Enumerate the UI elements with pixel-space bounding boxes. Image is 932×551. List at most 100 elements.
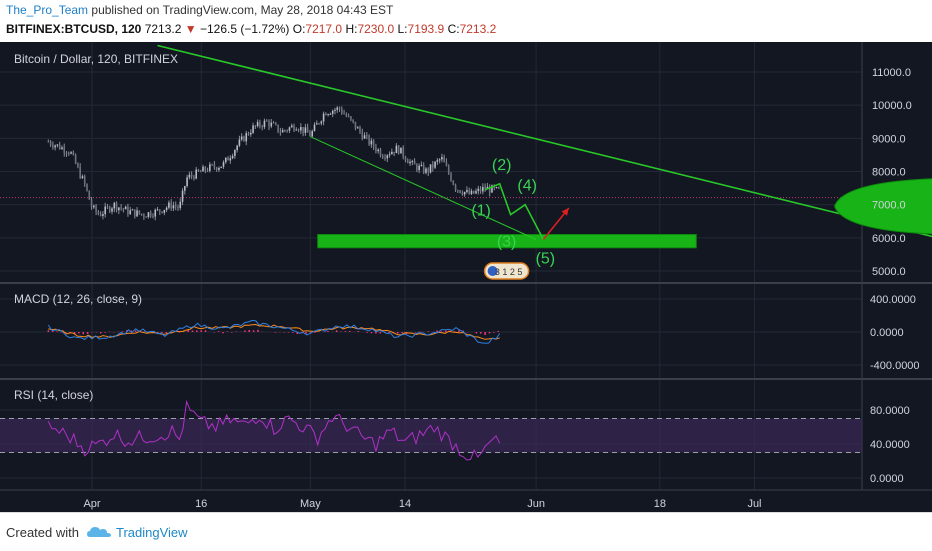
candle-body [356,127,359,129]
candle-body [58,144,61,150]
candle-body [243,136,245,142]
candle-body [145,216,147,218]
candle-body [70,152,72,154]
candle-body [197,169,200,172]
candle-body [229,158,232,161]
candle-body [174,205,177,207]
candle-body [425,168,427,173]
candle-body [99,214,102,216]
candle-body [270,122,273,127]
candle-body [393,151,395,154]
candle-body [238,139,241,146]
candle-body [445,162,448,167]
candle-body [350,116,352,120]
candle-body [491,185,493,193]
candle-body [340,108,343,114]
rsi-band [0,418,862,453]
macd-tick-label: 0.0000 [870,327,904,339]
candle-body [108,206,111,212]
candle-body [63,147,66,153]
candle-body [259,121,261,127]
tradingview-logo-icon [87,527,111,537]
candle-body [115,202,118,211]
candle-body [227,157,229,161]
macd-tick-label: -400.0000 [870,360,920,372]
candle-body [488,186,491,193]
candle-body [372,140,375,147]
published-text: published on TradingView.com, May 28, 20… [91,3,394,17]
candle-body [379,149,382,156]
trendline-main [157,44,932,238]
candle-body [72,152,75,155]
candle-body [218,167,220,170]
open-label: O: [292,22,306,36]
candle-body [156,209,159,211]
candle-body [95,205,97,212]
candle-body [443,157,445,163]
candle-body [397,145,400,154]
macd-pane [47,319,501,344]
candle-body [165,207,168,210]
candle-body [158,209,161,212]
chart-area[interactable]: (1) (2) (3) (4) (5) 3 1 2 5 11000.0 10000.0 900… [0,42,932,512]
candle-body [402,147,405,157]
low-label: L: [397,22,408,36]
footer: Created with TradingView [0,512,932,551]
candle-body [354,121,357,129]
change-arrow-icon: ▼ [184,22,197,36]
price-tick-label: 5000.0 [872,266,906,278]
candle-body [347,116,350,118]
candle-body [263,120,266,128]
candle-body [386,155,389,159]
candle-body [163,209,166,213]
candle-body [124,206,127,210]
wave-label: (1) [471,203,491,220]
author-link[interactable]: The_Pro_Team [6,3,89,17]
candle-body [416,164,418,171]
candle-body [147,212,150,218]
axes: 11000.0 10000.0 9000.0 8000.0 7000.0 6000.0 50… [83,67,919,510]
candle-body [199,171,202,173]
candle-body [209,164,211,171]
candle-body [484,186,486,189]
candle-body [420,164,423,166]
candle-body [256,121,259,127]
wave-label: (3) [497,234,517,251]
candle-body [325,113,327,116]
candle-body [295,129,298,131]
time-tick-label: Apr [83,498,100,510]
candle-body [411,160,414,162]
candle-body [436,160,439,162]
price-tick-label: 11000.0 [872,67,911,79]
candle-body [213,164,216,168]
candle-body [202,166,204,172]
candle-body [441,157,443,160]
candle-body [309,132,311,137]
candle-body [186,177,188,187]
candle-body [313,124,316,131]
candle-body [143,214,145,217]
candle-body [395,145,398,154]
symbol-name: BITFINEX:BTCUSD, 120 [6,22,142,36]
tradingview-link[interactable]: TradingView [116,525,188,540]
candle-body [304,127,307,133]
candle-body [288,127,291,131]
high-value: 7230.0 [357,22,395,36]
candle-body [170,202,172,209]
candle-body [472,190,475,194]
candle-body [381,155,384,159]
candle-body [118,207,120,211]
candle-body [400,147,402,154]
candle-body [497,187,500,189]
candle-body [479,188,482,192]
candle-body [302,127,304,133]
chart-canvas[interactable]: (1) (2) (3) (4) (5) 3 1 2 5 11000.0 10000.0 900… [0,42,932,512]
candle-body [459,190,461,193]
candle-body [93,205,95,208]
created-with-text: Created with [6,525,79,540]
candle-body [406,160,409,164]
candle-body [461,192,464,195]
candle-body [247,133,250,135]
candle-body [54,145,56,148]
macd-pane-title: MACD (12, 26, close, 9) [14,292,142,306]
